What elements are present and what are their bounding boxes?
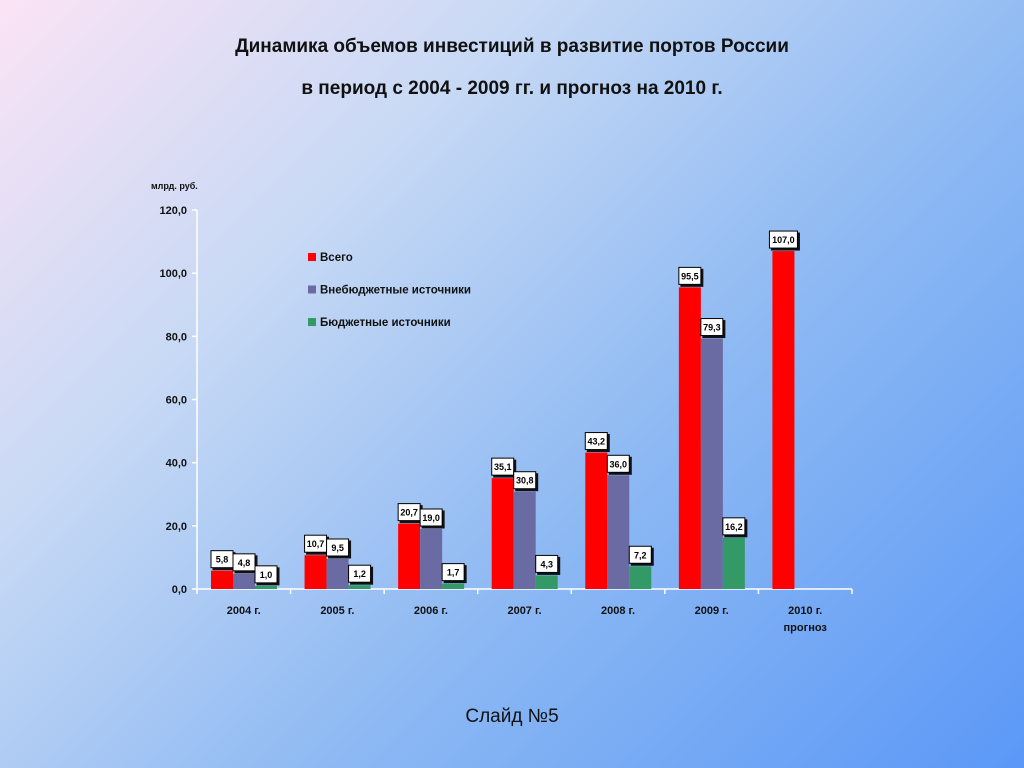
data-label: 9,5 [331,543,344,553]
data-label: 16,2 [725,522,743,532]
legend-label: Всего [320,252,353,264]
data-label-box [348,564,372,583]
data-label-box [606,454,630,473]
legend-swatch [308,285,316,294]
x-tick-label: 2009 г. [695,605,729,617]
data-label: 36,0 [610,459,628,469]
data-label: 19,0 [422,513,440,523]
data-label-box [722,517,746,536]
data-label: 35,1 [494,462,512,472]
data-label-box [326,538,350,557]
bar [491,478,514,589]
data-label: 4,8 [238,558,251,568]
data-label: 43,2 [588,437,606,447]
bar [255,585,277,589]
bar [513,491,536,589]
data-label: 95,5 [681,271,699,281]
chart-data-labels: 5,8 10,7 20,7 35,1 43,2 95,5 107,0 4,8 9,5 19,0 30… [210,230,798,584]
data-label-box [491,457,515,476]
data-label: 7,2 [634,550,647,560]
bar [585,452,608,589]
bar [772,251,795,589]
bar [398,523,421,589]
y-tick-label: 80,0 [166,331,187,343]
slide-number: Слайд №5 [465,706,559,727]
x-tick-label: 2005 г. [320,605,354,617]
bar [678,287,701,589]
chart-legend: Всего Внебюджетные источники Бюджетные ист… [308,252,471,329]
data-label-box [700,318,724,337]
bar [442,583,465,589]
data-label: 5,8 [216,555,229,565]
x-tick-label: 2004 г. [227,605,261,617]
data-label: 10,7 [307,539,325,549]
data-label-box [628,545,652,564]
y-tick-label: 60,0 [166,395,187,407]
bar [722,537,745,589]
x-tick-label: 2007 г. [507,605,541,617]
data-label-box [678,266,702,285]
x-tick-label: прогноз [784,622,828,634]
bar [233,573,255,589]
data-label-box [535,554,559,573]
y-tick-label: 20,0 [166,521,187,533]
y-tick-label: 40,0 [166,458,187,470]
legend-label: Бюджетные источники [320,317,451,329]
y-tick-label: 100,0 [159,268,187,280]
data-label-box [419,508,443,527]
bar [700,338,723,589]
data-label: 107,0 [772,235,795,245]
bar [348,585,371,589]
y-tick-label: 120,0 [159,205,187,217]
bar [211,570,233,589]
data-label: 4,3 [540,559,553,569]
legend-label: Внебюджетные источники [320,285,471,297]
bar [420,528,443,589]
data-label: 30,8 [516,476,534,486]
data-label-box [232,553,256,572]
data-label: 1,0 [260,570,273,580]
bar [535,575,558,589]
data-label-box [584,432,608,451]
x-tick-label: 2010 г. [788,605,822,617]
data-label: 1,7 [447,568,460,578]
data-label-box [513,471,537,490]
x-tick-label: 2008 г. [601,605,635,617]
chart-bars [211,251,795,589]
data-label: 1,2 [353,569,366,579]
legend-swatch [308,318,316,326]
slide-title-line-1: Динамика объемов инвестиций в развитие п… [235,36,789,57]
bar [326,558,349,589]
y-axis-unit-label: млрд. руб. [151,181,198,191]
data-label-box [254,565,278,584]
data-label: 79,3 [703,323,721,333]
data-label-box [768,230,798,249]
y-tick-label: 0,0 [172,584,187,596]
data-label-box [441,563,465,582]
bar [304,555,327,589]
legend-swatch [308,253,316,261]
data-label: 20,7 [400,508,418,518]
slide-title-line-2: в период с 2004 - 2009 гг. и прогноз на … [301,78,723,99]
bar [629,566,652,589]
bar [607,475,630,589]
x-tick-label: 2006 г. [414,605,448,617]
